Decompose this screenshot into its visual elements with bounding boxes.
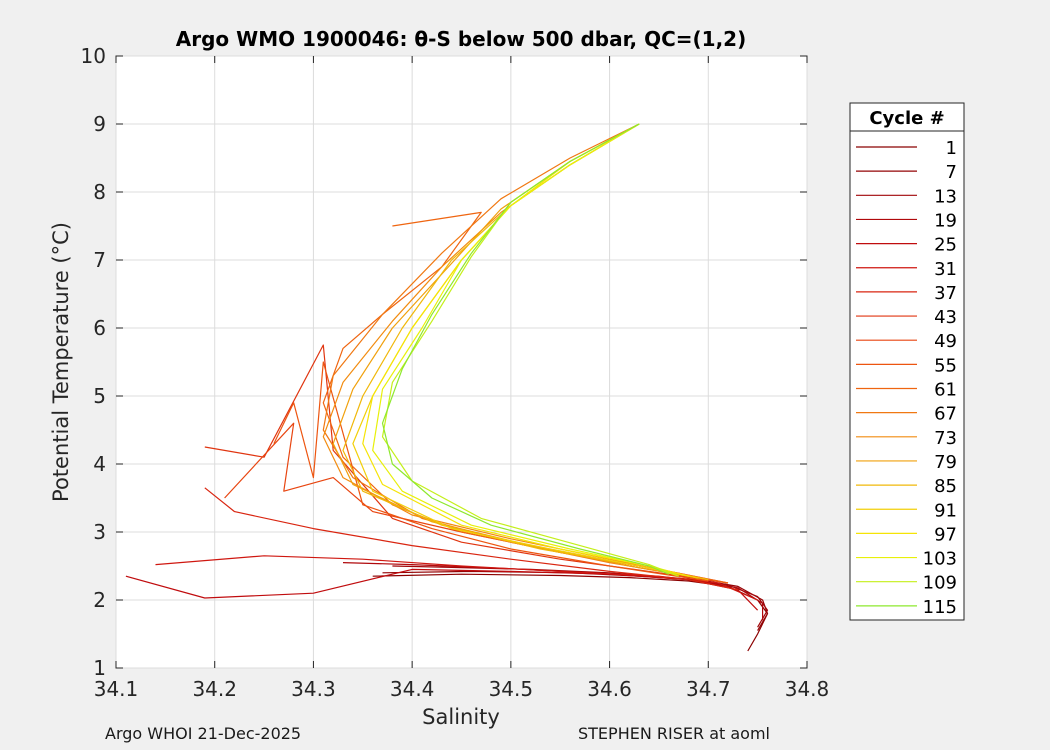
x-tick-label: 34.7: [686, 677, 731, 701]
y-tick-label: 4: [93, 452, 106, 476]
series-line-cycle-115: [381, 123, 670, 575]
legend-label: 103: [923, 549, 957, 570]
x-tick-label: 34.1: [94, 677, 139, 701]
x-tick-label: 34.6: [587, 677, 632, 701]
legend-title: Cycle #: [869, 108, 944, 129]
legend-label: 43: [934, 307, 957, 328]
legend-label: 55: [934, 355, 957, 376]
y-axis-label: Potential Temperature (°C): [49, 222, 73, 502]
legend: Cycle # 1 7 13 19 25 31 37 43 49 55 61 67 73 79 85 91 97…: [849, 102, 965, 621]
footer-right-text: STEPHEN RISER at aoml: [578, 724, 770, 743]
legend-label: 67: [934, 404, 957, 425]
series-line-cycle-31: [155, 555, 758, 601]
legend-label: 49: [934, 331, 957, 352]
footer-left-text: Argo WHOI 21-Dec-2025: [105, 724, 302, 743]
legend-label: 61: [934, 380, 957, 401]
legend-label: 115: [923, 597, 957, 618]
x-axis-label: Salinity: [422, 705, 500, 729]
legend-label: 7: [946, 162, 957, 183]
x-tick-label: 34.8: [785, 677, 830, 701]
y-tick-label: 8: [93, 180, 106, 204]
legend-label: 73: [934, 428, 957, 449]
y-tick-label: 2: [93, 588, 106, 612]
y-tick-label: 1: [93, 656, 106, 680]
legend-label: 25: [934, 235, 957, 256]
legend-label: 19: [934, 210, 957, 231]
y-tick-label: 5: [93, 384, 106, 408]
y-tick-label: 10: [81, 44, 106, 68]
legend-label: 1: [946, 138, 957, 159]
axis-ticks: 34.1 34.2 34.3 34.4 34.5 34.6 34.7 34.8 1 2 3 4 5 6 7 8…: [81, 44, 830, 701]
x-tick-label: 34.2: [192, 677, 237, 701]
series-line-cycle-37: [204, 487, 739, 591]
legend-label: 97: [934, 524, 957, 545]
legend-label: 31: [934, 259, 957, 280]
x-tick-label: 34.4: [390, 677, 435, 701]
y-tick-label: 3: [93, 520, 106, 544]
legend-label: 79: [934, 452, 957, 473]
chart-title: Argo WMO 1900046: θ-S below 500 dbar, QC…: [176, 27, 746, 51]
x-tick-label: 34.3: [291, 677, 336, 701]
legend-label: 85: [934, 476, 957, 497]
y-tick-label: 9: [93, 112, 106, 136]
x-tick-label: 34.5: [489, 677, 534, 701]
series-line-cycle-103: [372, 123, 679, 577]
legend-label: 13: [934, 186, 957, 207]
y-tick-label: 7: [93, 248, 106, 272]
legend-label: 37: [934, 283, 957, 304]
y-tick-label: 6: [93, 316, 106, 340]
plot-area: 34.1 34.2 34.3 34.4 34.5 34.6 34.7 34.8 1 2 3 4 5 6 7 8…: [81, 44, 830, 701]
series-line-cycle-55: [273, 361, 709, 582]
legend-label: 91: [934, 500, 957, 521]
legend-label: 109: [923, 573, 957, 594]
series-layer: [125, 123, 769, 652]
